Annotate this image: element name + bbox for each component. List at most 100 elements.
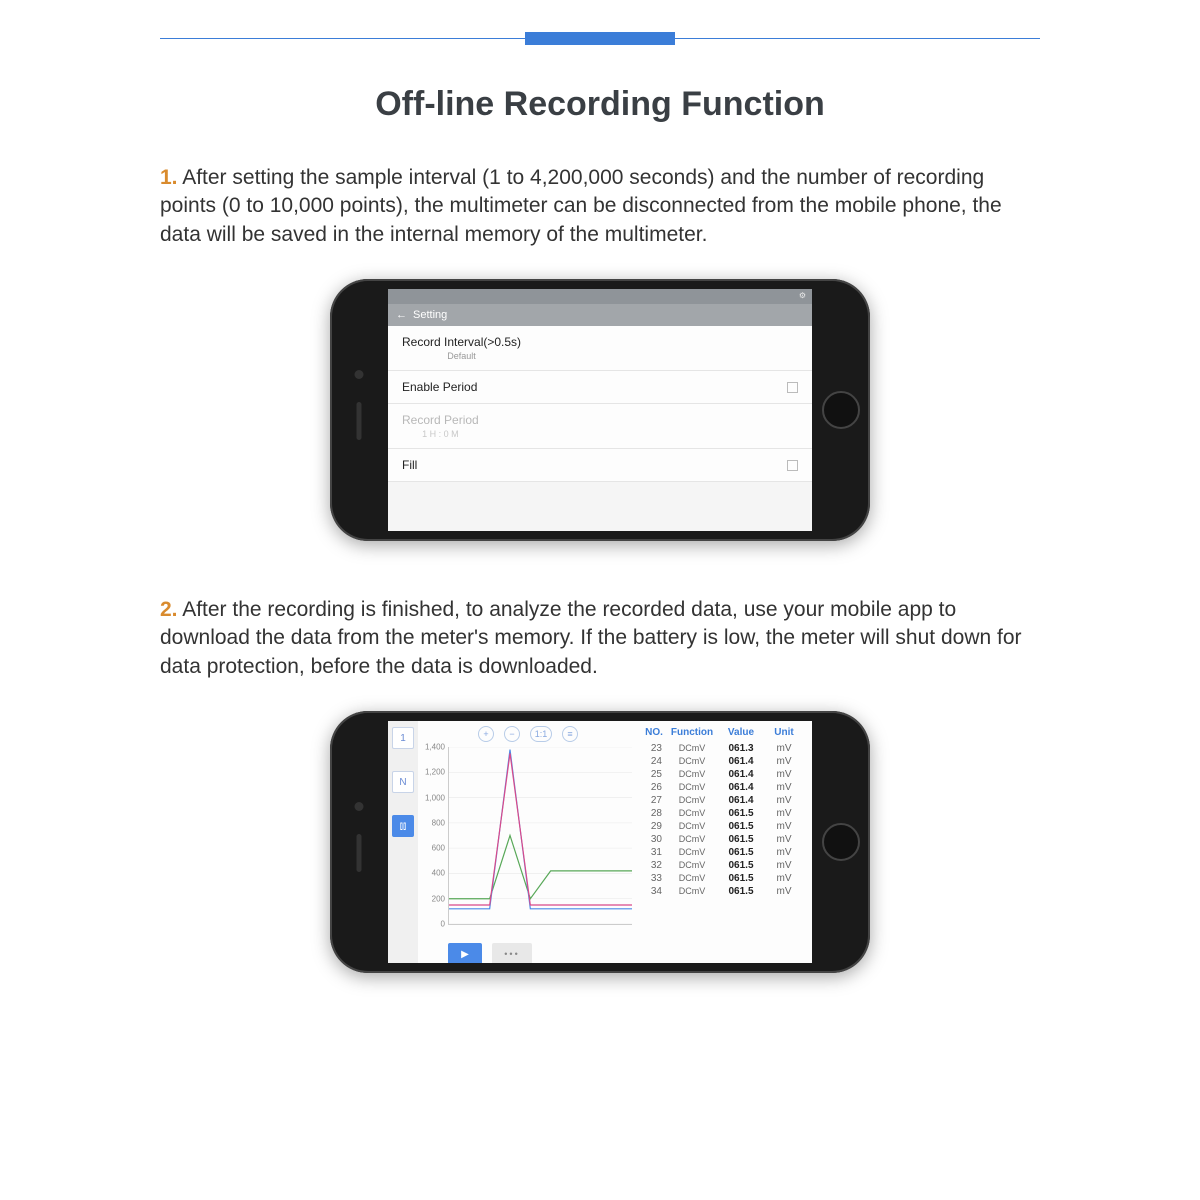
table-row[interactable]: 25DCmV061.4mV [642,768,808,781]
cell-function: DCmV [666,756,718,767]
cell-no: 31 [642,847,666,858]
cell-unit: mV [764,860,804,871]
side-icon-n[interactable]: N [392,771,414,793]
table-row[interactable]: 24DCmV061.4mV [642,755,808,768]
cell-value: 061.5 [718,873,764,884]
y-tick-label: 1,000 [425,793,445,802]
app-bar-title: Setting [413,309,447,321]
cell-value: 061.4 [718,769,764,780]
cell-unit: mV [764,834,804,845]
chart-area: + − 1:1 ≡ 1,4001,2001,0008006004002000 ·… [418,721,640,963]
phone-mockup-chart: 1 N ⫾⫾ + − 1:1 ≡ 1,4001,2001,00080060040… [330,711,870,973]
cell-function: DCmV [666,743,718,754]
step-2-text: 2. After the recording is finished, to a… [160,596,1040,681]
setting-label: Record Period [402,413,479,427]
setting-enable-period[interactable]: Enable Period [388,371,812,404]
cell-function: DCmV [666,834,718,845]
checkbox-icon[interactable] [787,382,798,393]
cell-function: DCmV [666,782,718,793]
cell-unit: mV [764,795,804,806]
cell-function: DCmV [666,860,718,871]
cell-no: 33 [642,873,666,884]
phone-mockup-settings: ⚙ ← Setting Record Interval(>0.5s) Defau… [330,279,870,541]
setting-record-interval[interactable]: Record Interval(>0.5s) Default [388,326,812,371]
status-bar: ⚙ [388,289,812,304]
cell-no: 27 [642,795,666,806]
cell-function: DCmV [666,873,718,884]
table-row[interactable]: 32DCmV061.5mV [642,859,808,872]
cell-unit: mV [764,743,804,754]
table-row[interactable]: 34DCmV061.5mV [642,885,808,898]
zoom-out-icon[interactable]: − [504,726,520,742]
cell-function: DCmV [666,847,718,858]
cell-function: DCmV [666,769,718,780]
cell-no: 24 [642,756,666,767]
back-icon[interactable]: ← [396,309,407,321]
table-row[interactable]: 29DCmV061.5mV [642,820,808,833]
y-tick-label: 400 [432,869,445,878]
cell-value: 061.4 [718,756,764,767]
side-icon-bars[interactable]: ⫾⫾ [392,815,414,837]
cell-value: 061.3 [718,743,764,754]
cell-unit: mV [764,782,804,793]
menu-icon[interactable]: ≡ [562,726,578,742]
cell-function: DCmV [666,808,718,819]
table-row[interactable]: 26DCmV061.4mV [642,781,808,794]
zoom-in-icon[interactable]: + [478,726,494,742]
checkbox-icon[interactable] [787,460,798,471]
cell-no: 28 [642,808,666,819]
cell-value: 061.5 [718,821,764,832]
table-header: Function [666,727,718,738]
cell-function: DCmV [666,886,718,897]
cell-value: 061.5 [718,847,764,858]
cell-unit: mV [764,769,804,780]
setting-label: Fill [402,458,417,472]
step-2-body: After the recording is finished, to anal… [160,598,1022,678]
table-row[interactable]: 28DCmV061.5mV [642,807,808,820]
cell-function: DCmV [666,821,718,832]
app-bar[interactable]: ← Setting [388,304,812,326]
cell-unit: mV [764,873,804,884]
setting-sublabel: Default [402,351,521,361]
step-1-text: 1. After setting the sample interval (1 … [160,164,1040,249]
table-header: Value [718,727,764,738]
step-1-body: After setting the sample interval (1 to … [160,166,1002,246]
cell-unit: mV [764,886,804,897]
cell-value: 061.5 [718,808,764,819]
setting-sublabel: 1 H : 0 M [402,429,479,439]
data-table: NO. Function Value Unit 23DCmV061.3mV24D… [640,721,812,963]
y-tick-label: 800 [432,818,445,827]
cell-no: 30 [642,834,666,845]
table-row[interactable]: 23DCmV061.3mV [642,742,808,755]
y-tick-label: 0 [441,920,445,929]
cell-unit: mV [764,756,804,767]
cell-no: 34 [642,886,666,897]
cell-unit: mV [764,821,804,832]
home-button-icon [822,823,860,861]
cell-no: 25 [642,769,666,780]
cell-value: 061.5 [718,834,764,845]
y-tick-label: 1,400 [425,743,445,752]
line-chart: 1,4001,2001,0008006004002000 [448,747,632,925]
table-header: NO. [642,727,666,738]
setting-record-period: Record Period 1 H : 0 M [388,404,812,449]
table-row[interactable]: 30DCmV061.5mV [642,833,808,846]
cell-unit: mV [764,847,804,858]
cell-no: 29 [642,821,666,832]
table-row[interactable]: 33DCmV061.5mV [642,872,808,885]
y-tick-label: 200 [432,894,445,903]
side-icon-1[interactable]: 1 [392,727,414,749]
table-row[interactable]: 27DCmV061.4mV [642,794,808,807]
cell-no: 26 [642,782,666,793]
zoom-reset-icon[interactable]: 1:1 [530,726,552,742]
step-1-number: 1. [160,166,178,189]
y-tick-label: 600 [432,844,445,853]
table-row[interactable]: 31DCmV061.5mV [642,846,808,859]
section-divider [160,30,1040,50]
setting-fill[interactable]: Fill [388,449,812,482]
home-button-icon [822,391,860,429]
chart-toolbar: + − 1:1 ≡ [420,725,636,743]
table-header: Unit [764,727,804,738]
cell-value: 061.4 [718,795,764,806]
chart-side-toolbar: 1 N ⫾⫾ [388,721,418,963]
